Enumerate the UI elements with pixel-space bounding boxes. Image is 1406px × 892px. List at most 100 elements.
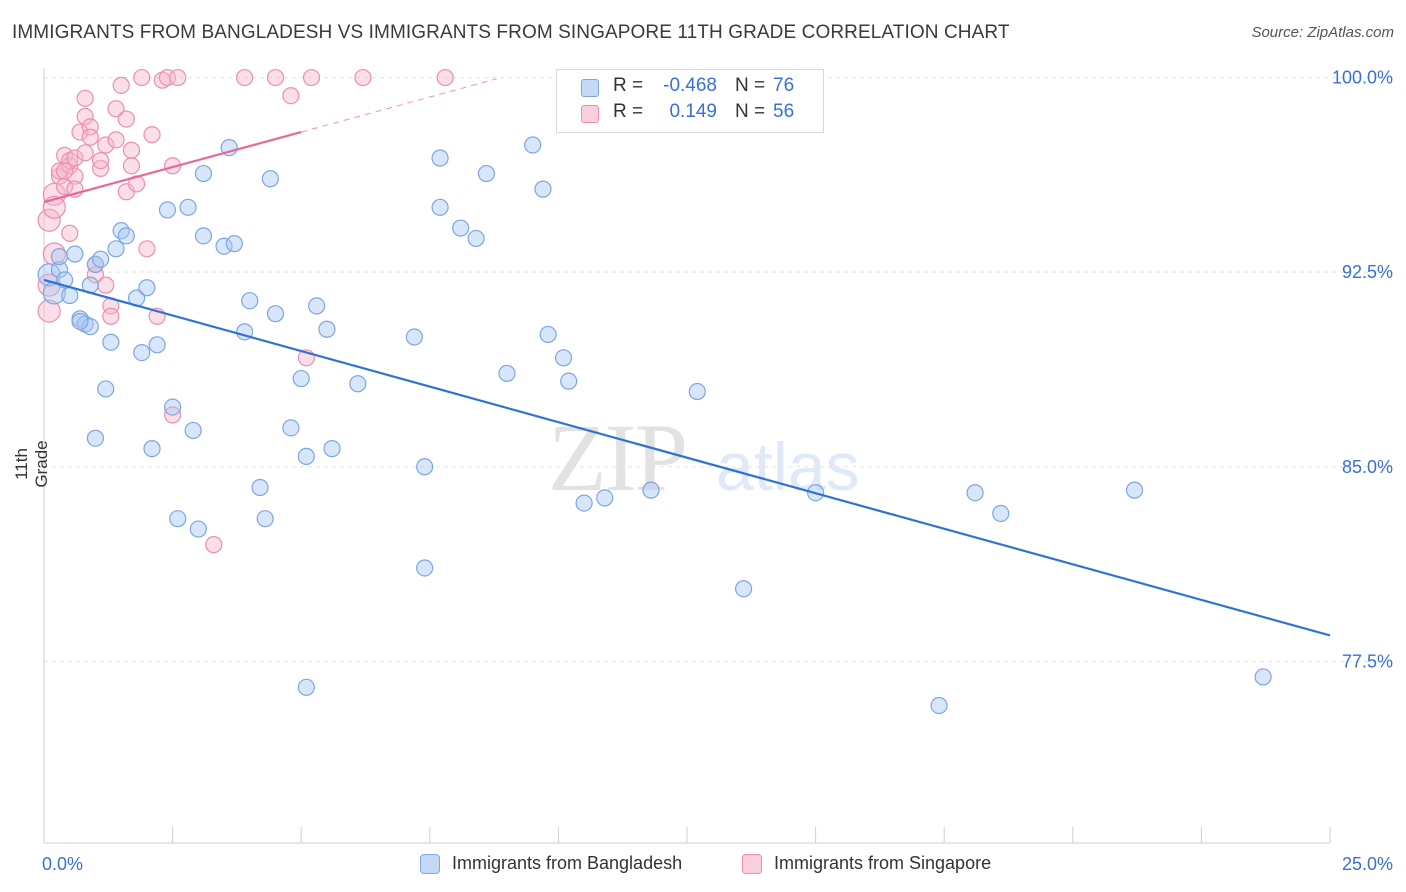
- bangladesh-point: [133, 344, 151, 362]
- bangladesh-point: [498, 364, 516, 382]
- singapore-point: [266, 68, 285, 87]
- bangladesh-point: [554, 349, 573, 367]
- tick-labels: 100.0% 92.5% 85.0% 77.5% 0.0% 25.0%: [42, 68, 1393, 874]
- stats-n-label: N =: [735, 75, 766, 96]
- y-tick-label: 77.5%: [1342, 651, 1393, 671]
- singapore-trend-line: [43, 130, 302, 204]
- singapore-point: [61, 224, 79, 242]
- stats-r-label: R =: [613, 101, 644, 122]
- bangladesh-point: [292, 369, 310, 388]
- bangladesh-point: [215, 237, 233, 255]
- source-label: Source: ZipAtlas.com: [1251, 24, 1394, 41]
- stats-row-singapore: R = 0.149 N = 56: [557, 101, 823, 127]
- singapore-trend-extension: [301, 78, 497, 133]
- singapore-point: [133, 68, 151, 87]
- x-tick-label: 25.0%: [1342, 854, 1393, 874]
- bangladesh-point: [930, 696, 948, 715]
- bangladesh-point: [282, 419, 300, 437]
- singapore-point: [354, 68, 372, 87]
- bangladesh-point: [349, 375, 367, 393]
- bangladesh-point: [112, 222, 130, 240]
- bangladesh-point: [189, 520, 207, 538]
- singapore-point: [91, 151, 110, 170]
- singapore-point: [117, 110, 135, 128]
- stats-n-value: 76: [773, 75, 795, 96]
- singapore-point: [97, 276, 115, 294]
- bangladesh-point: [86, 255, 105, 273]
- bangladesh-point: [143, 440, 161, 458]
- bangladesh-point: [251, 478, 269, 497]
- bangladesh-point: [102, 333, 120, 351]
- bangladesh-point: [575, 494, 593, 512]
- bangladesh-point: [91, 250, 110, 268]
- singapore-point: [205, 536, 223, 554]
- singapore-point: [122, 157, 141, 175]
- bangladesh-point: [241, 292, 259, 310]
- x-tick-label: 0.0%: [42, 854, 83, 874]
- bangladesh-point: [524, 136, 542, 154]
- singapore-point: [81, 128, 99, 146]
- stats-box: R = -0.468 N = 76 R = 0.149 N = 56: [556, 69, 824, 133]
- stats-r-label: R =: [613, 75, 644, 96]
- stats-swatch-bangladesh: [581, 79, 599, 97]
- bangladesh-point: [86, 429, 105, 447]
- singapore-point: [76, 89, 94, 107]
- trend-lines: [43, 78, 1331, 637]
- bangladesh-point: [477, 164, 495, 183]
- bangladesh-point: [297, 447, 315, 465]
- singapore-point: [236, 68, 254, 87]
- singapore-point: [66, 167, 84, 185]
- bangladesh-point: [194, 227, 213, 245]
- bangladesh-point: [225, 235, 243, 253]
- chart-title: IMMIGRANTS FROM BANGLADESH VS IMMIGRANTS…: [12, 22, 1010, 43]
- singapore-point: [143, 126, 161, 144]
- singapore-point: [76, 107, 94, 126]
- singapore-point: [50, 162, 69, 180]
- bangladesh-trend-line: [43, 278, 1331, 637]
- singapore-point: [76, 144, 94, 162]
- singapore-point: [122, 141, 141, 159]
- bangladesh-point: [431, 149, 449, 167]
- singapore-point: [37, 208, 61, 232]
- bangladesh-point: [66, 245, 84, 263]
- bangladesh-point: [148, 336, 166, 354]
- bangladesh-point: [688, 382, 706, 401]
- bangladesh-point: [61, 286, 79, 305]
- singapore-point: [112, 76, 130, 94]
- legend-label-singapore: Immigrants from Singapore: [774, 853, 992, 873]
- singapore-point: [282, 87, 300, 105]
- stats-n-label: N =: [735, 101, 766, 122]
- bangladesh-point: [81, 318, 99, 336]
- bangladesh-point: [323, 440, 341, 458]
- singapore-point: [55, 162, 74, 180]
- bangladesh-point: [97, 380, 115, 398]
- y-axis-label: 11th Grade: [12, 440, 51, 488]
- bangladesh-point: [297, 678, 315, 696]
- bangladesh-point: [194, 164, 213, 183]
- bangladesh-point: [452, 219, 470, 237]
- singapore-point: [169, 68, 187, 87]
- bangladesh-point: [966, 484, 984, 502]
- bangladesh-point: [642, 481, 660, 499]
- bangladesh-point: [534, 180, 552, 198]
- watermark-atlas: atlas: [716, 429, 860, 505]
- y-tick-label: 100.0%: [1332, 68, 1393, 88]
- bangladesh-point: [169, 510, 187, 528]
- bangladesh-point: [37, 263, 61, 287]
- bangladesh-point: [416, 559, 434, 577]
- singapore-point: [66, 149, 84, 167]
- y-tick-label: 85.0%: [1342, 457, 1393, 477]
- legend-label-bangladesh: Immigrants from Bangladesh: [452, 853, 683, 873]
- bangladesh-point: [734, 580, 753, 598]
- bangladesh-point: [1125, 481, 1144, 499]
- bangladesh-point: [179, 198, 197, 216]
- singapore-point: [107, 100, 125, 118]
- bangladesh-point: [117, 227, 135, 245]
- bangladesh-point: [50, 248, 69, 266]
- singapore-point: [302, 68, 321, 87]
- singapore-point: [102, 307, 120, 325]
- singapore-points: [37, 68, 454, 554]
- bangladesh-point: [318, 320, 336, 338]
- bangladesh-point: [107, 240, 125, 258]
